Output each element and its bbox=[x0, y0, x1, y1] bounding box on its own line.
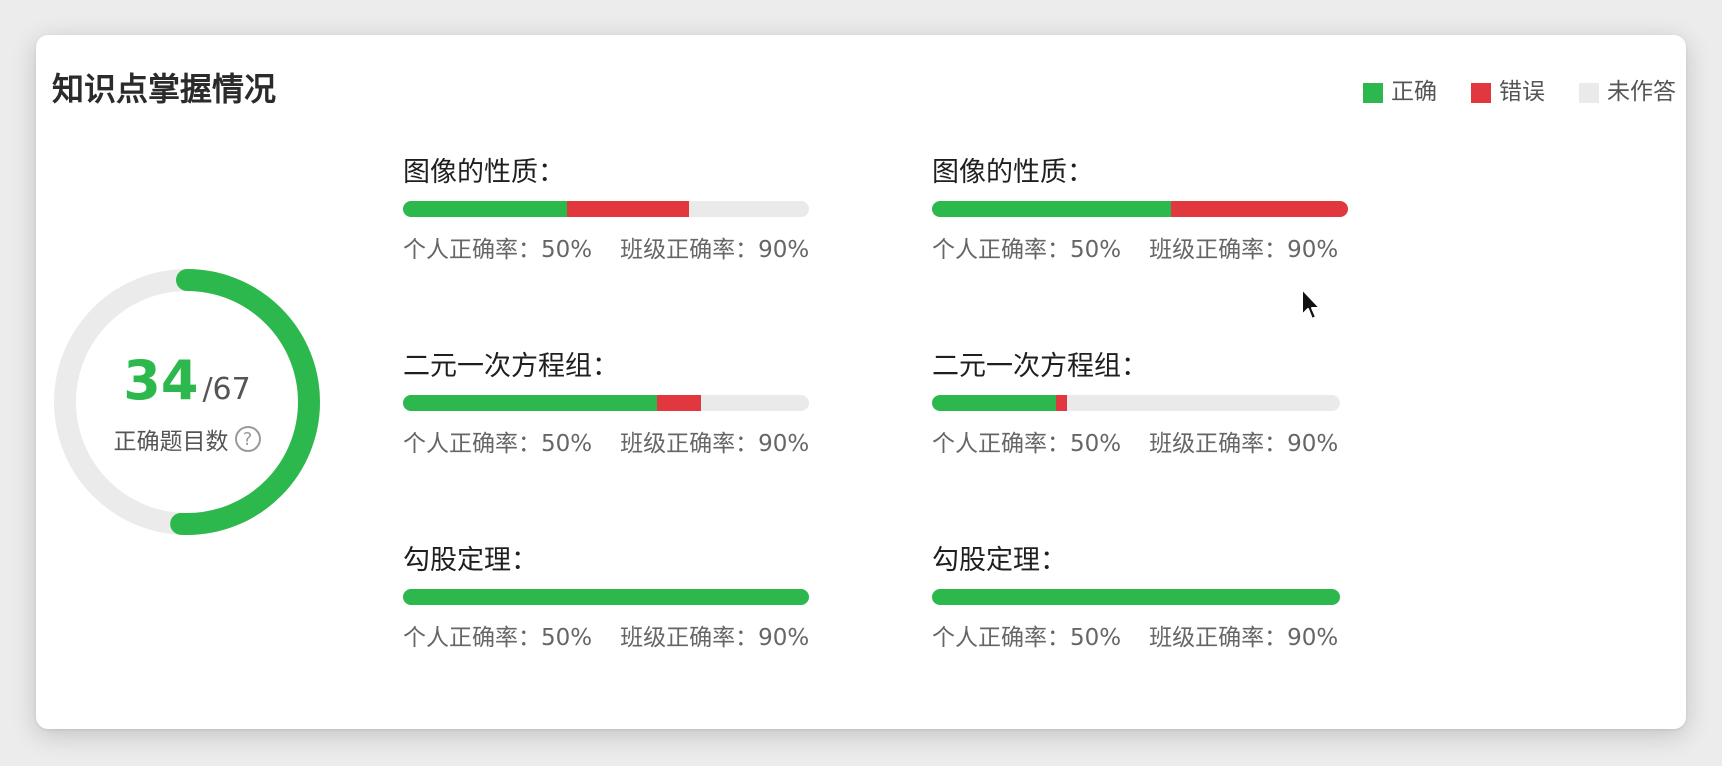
bar-segment-unanswered bbox=[689, 201, 809, 217]
knowledge-point-name: 二元一次方程组： bbox=[403, 351, 619, 382]
bar-segment-correct bbox=[932, 589, 1340, 605]
count-label-text: 正确题目数 bbox=[113, 429, 229, 455]
personal-accuracy: 个人正确率：50% bbox=[403, 237, 593, 263]
correct-count: 34 bbox=[123, 349, 199, 412]
bar-segment-correct bbox=[403, 201, 568, 217]
bar-segment-correct bbox=[403, 395, 657, 411]
bar-segment-wrong bbox=[1056, 395, 1067, 411]
legend-swatch-correct bbox=[1363, 82, 1383, 103]
legend-item-unanswered: 未作答 bbox=[1579, 81, 1676, 104]
knowledge-point-bar bbox=[932, 201, 1348, 217]
personal-accuracy: 个人正确率：50% bbox=[932, 237, 1122, 263]
personal-accuracy: 个人正确率：50% bbox=[403, 625, 593, 651]
mouse-cursor-icon bbox=[1301, 288, 1321, 320]
knowledge-point-name: 勾股定理： bbox=[403, 545, 538, 576]
knowledge-point: 图像的性质： 个人正确率：50% 班级正确率：90% bbox=[403, 157, 843, 262]
class-accuracy: 班级正确率：90% bbox=[1149, 431, 1339, 457]
legend-swatch-wrong bbox=[1471, 82, 1491, 103]
ring-progress bbox=[54, 269, 320, 535]
knowledge-mastery-card: 知识点掌握情况 正确 错误 未作答 34 /67 正确题目数 ? bbox=[36, 35, 1686, 729]
knowledge-point: 二元一次方程组： 个人正确率：50% 班级正确率：90% bbox=[403, 351, 843, 456]
class-accuracy: 班级正确率：90% bbox=[1149, 237, 1339, 263]
personal-accuracy: 个人正确率：50% bbox=[932, 625, 1122, 651]
legend-swatch-unanswered bbox=[1579, 82, 1599, 103]
legend-item-wrong: 错误 bbox=[1471, 81, 1545, 104]
knowledge-point-name: 图像的性质： bbox=[403, 157, 565, 188]
total-count: /67 bbox=[202, 372, 251, 407]
knowledge-point-stats: 个人正确率：50% 班级正确率：90% bbox=[403, 433, 809, 456]
class-accuracy: 班级正确率：90% bbox=[620, 625, 810, 651]
knowledge-point: 图像的性质： 个人正确率：50% 班级正确率：90% bbox=[932, 157, 1372, 262]
card-title: 知识点掌握情况 bbox=[52, 70, 277, 108]
class-accuracy: 班级正确率：90% bbox=[1149, 625, 1339, 651]
bar-segment-correct bbox=[403, 589, 809, 605]
knowledge-point-stats: 个人正确率：50% 班级正确率：90% bbox=[403, 239, 809, 262]
class-accuracy: 班级正确率：90% bbox=[620, 431, 810, 457]
count-line: 34 /67 bbox=[123, 354, 250, 408]
ring-chart bbox=[54, 269, 320, 535]
knowledge-point-bar bbox=[932, 395, 1340, 411]
knowledge-point-stats: 个人正确率：50% 班级正确率：90% bbox=[932, 627, 1338, 650]
bar-segment-correct bbox=[932, 395, 1057, 411]
correct-count-ring: 34 /67 正确题目数 ? bbox=[52, 267, 322, 537]
knowledge-point: 勾股定理： 个人正确率：50% 班级正确率：90% bbox=[932, 545, 1372, 650]
knowledge-point-name: 二元一次方程组： bbox=[932, 351, 1148, 382]
legend-label-wrong: 错误 bbox=[1499, 79, 1545, 105]
knowledge-point-bar bbox=[403, 201, 809, 217]
bar-segment-unanswered bbox=[1066, 395, 1340, 411]
bar-segment-correct bbox=[932, 201, 1172, 217]
legend-item-correct: 正确 bbox=[1363, 81, 1437, 104]
knowledge-point-stats: 个人正确率：50% 班级正确率：90% bbox=[932, 433, 1338, 456]
knowledge-point-name: 图像的性质： bbox=[932, 157, 1094, 188]
bar-segment-unanswered bbox=[701, 395, 809, 411]
knowledge-point: 二元一次方程组： 个人正确率：50% 班级正确率：90% bbox=[932, 351, 1372, 456]
help-icon[interactable]: ? bbox=[234, 426, 261, 452]
count-label: 正确题目数 ? bbox=[114, 422, 261, 456]
ring-center: 34 /67 正确题目数 ? bbox=[52, 267, 322, 537]
personal-accuracy: 个人正确率：50% bbox=[403, 431, 593, 457]
legend-label-correct: 正确 bbox=[1391, 79, 1437, 105]
knowledge-point-bar bbox=[403, 589, 809, 605]
knowledge-point-bar bbox=[403, 395, 809, 411]
bar-segment-wrong bbox=[1171, 201, 1348, 217]
knowledge-point-stats: 个人正确率：50% 班级正确率：90% bbox=[932, 239, 1338, 262]
bar-segment-wrong bbox=[656, 395, 702, 411]
knowledge-point-bar bbox=[932, 589, 1340, 605]
knowledge-point-name: 勾股定理： bbox=[932, 545, 1067, 576]
personal-accuracy: 个人正确率：50% bbox=[932, 431, 1122, 457]
knowledge-point: 勾股定理： 个人正确率：50% 班级正确率：90% bbox=[403, 545, 843, 650]
knowledge-point-stats: 个人正确率：50% 班级正确率：90% bbox=[403, 627, 809, 650]
legend-label-unanswered: 未作答 bbox=[1607, 79, 1676, 105]
class-accuracy: 班级正确率：90% bbox=[620, 237, 810, 263]
legend: 正确 错误 未作答 bbox=[1329, 81, 1676, 104]
bar-segment-wrong bbox=[567, 201, 690, 217]
